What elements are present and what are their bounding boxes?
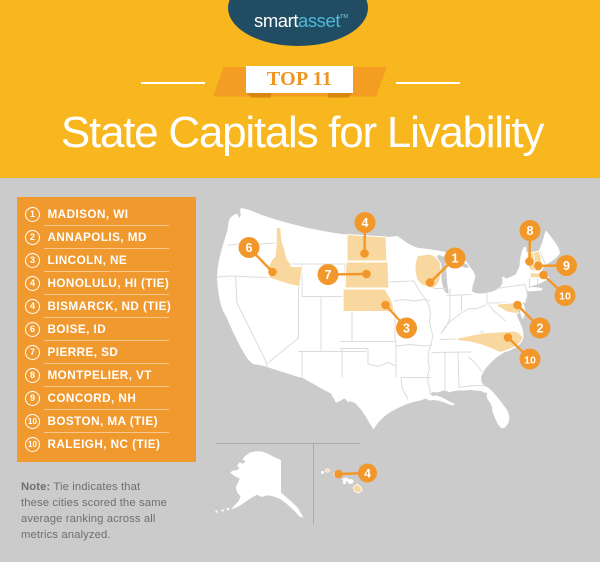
svg-text:1: 1 bbox=[452, 252, 459, 266]
svg-text:7: 7 bbox=[325, 268, 332, 282]
svg-text:6: 6 bbox=[246, 241, 253, 255]
svg-text:9: 9 bbox=[563, 259, 570, 273]
svg-text:2: 2 bbox=[537, 322, 544, 336]
svg-text:10: 10 bbox=[559, 291, 571, 303]
svg-text:4: 4 bbox=[364, 466, 371, 480]
svg-text:8: 8 bbox=[527, 224, 534, 238]
svg-text:4: 4 bbox=[362, 216, 369, 230]
svg-text:10: 10 bbox=[524, 355, 536, 367]
svg-text:3: 3 bbox=[403, 322, 410, 336]
